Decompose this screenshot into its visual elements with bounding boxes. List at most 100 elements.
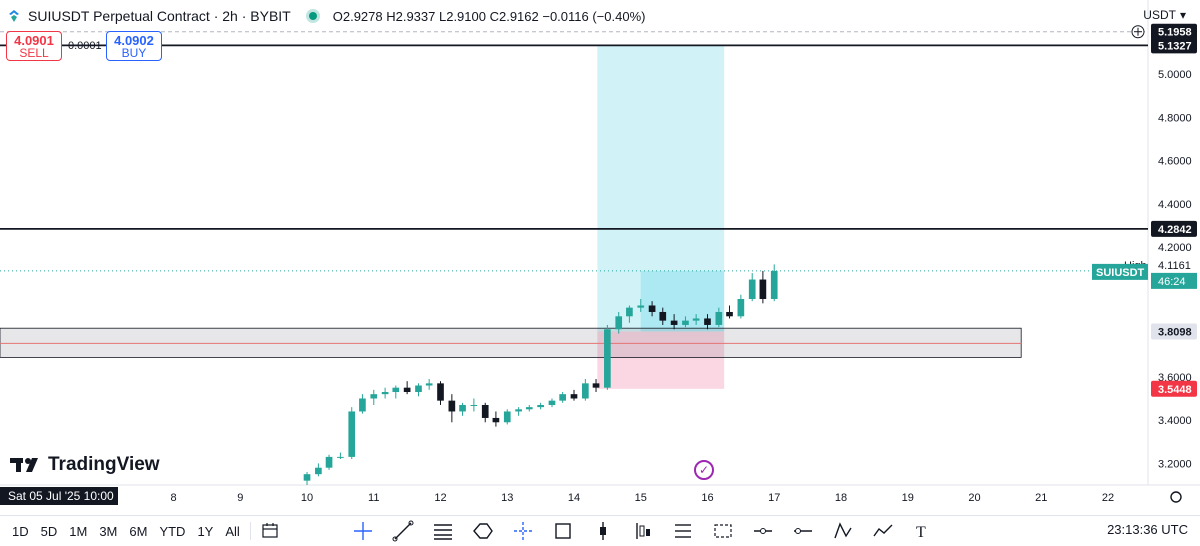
- trade-panel: 4.0901 SELL 0.0001 4.0902 BUY: [6, 31, 162, 61]
- candle-body: [448, 400, 456, 412]
- toolbar-divider: [249, 522, 251, 540]
- y-tick-label: 4.8000: [1158, 112, 1192, 124]
- shapes-icon[interactable]: [472, 520, 494, 542]
- x-tick-label: 18: [835, 492, 847, 504]
- candle-body: [759, 279, 767, 299]
- candle-body: [648, 305, 656, 312]
- candle-body: [704, 318, 711, 325]
- text-icon[interactable]: T: [912, 520, 934, 542]
- candle-body: [570, 394, 578, 399]
- candle-body: [748, 279, 756, 299]
- candle-body: [437, 383, 444, 401]
- candle-body: [525, 407, 533, 410]
- candle-body: [481, 404, 489, 418]
- candle-body: [659, 311, 667, 321]
- fib-icon[interactable]: [432, 520, 454, 542]
- candle-body: [370, 394, 378, 399]
- path-icon[interactable]: [872, 520, 894, 542]
- candle-body: [682, 320, 689, 325]
- price-label: 5.1958: [1158, 27, 1192, 39]
- utc-clock[interactable]: 23:13:36 UTC: [1107, 522, 1188, 537]
- bybit-logo-icon: [9, 10, 19, 22]
- countdown-box: [1151, 272, 1197, 289]
- price-chart[interactable]: 5.00004.80004.60004.40004.20003.60003.40…: [0, 0, 1200, 515]
- candle-body: [337, 456, 344, 458]
- tradingview-logo-icon: [10, 458, 38, 472]
- candle-body: [670, 320, 678, 325]
- candle-body: [359, 398, 366, 412]
- symbol-title[interactable]: SUIUSDT Perpetual Contract · 2h · BYBIT: [28, 8, 291, 24]
- crosshair-date-badge: Sat 05 Jul '25 10:00: [0, 487, 118, 505]
- x-tick-label: 17: [768, 492, 780, 504]
- settings-gear-icon: [1170, 491, 1182, 503]
- candle-body: [537, 404, 544, 408]
- ray-icon[interactable]: [792, 520, 814, 542]
- timeframe-6m[interactable]: 6M: [129, 523, 148, 539]
- channel-icon[interactable]: [712, 520, 734, 542]
- countdown-text: 46:24: [1158, 276, 1186, 288]
- price-label-box: [1151, 323, 1197, 340]
- candle-body: [692, 318, 700, 321]
- x-tick-label: 12: [434, 492, 446, 504]
- price-label-box: [1151, 380, 1197, 397]
- ohlc-values: O2.9278 H2.9337 L2.9100 C2.9162 −0.0116 …: [332, 8, 646, 24]
- price-label-box: [1151, 37, 1197, 54]
- x-tick-label: 20: [968, 492, 980, 504]
- sell-button[interactable]: 4.0901 SELL: [6, 31, 62, 61]
- candle-body: [726, 311, 733, 317]
- y-tick-label: 4.6000: [1158, 156, 1192, 168]
- long-position-target-zone: [597, 45, 725, 332]
- candle-body: [548, 400, 556, 405]
- candle-body: [348, 411, 356, 457]
- candle-body: [325, 456, 333, 468]
- timeframe-ytd[interactable]: YTD: [159, 523, 186, 539]
- candle-body: [737, 299, 745, 317]
- x-tick-label: 16: [701, 492, 713, 504]
- symbol-tag-text: SUIUSDT: [1096, 267, 1145, 279]
- svg-text:T: T: [916, 524, 926, 541]
- date-range-icon[interactable]: [261, 521, 279, 542]
- timeframe-1d[interactable]: 1D: [12, 523, 29, 539]
- drawing-tools: T: [352, 520, 934, 542]
- price-label: 3.5448: [1158, 384, 1192, 396]
- horizontal-line-icon[interactable]: [752, 520, 774, 542]
- range-icon[interactable]: [592, 520, 614, 542]
- projection-icon[interactable]: [672, 520, 694, 542]
- long-position-stop-zone: [597, 331, 725, 389]
- candle-body: [626, 307, 633, 317]
- lightning-icon[interactable]: ✓: [694, 460, 714, 480]
- trend-line-icon[interactable]: [392, 520, 414, 542]
- timeframe-3m[interactable]: 3M: [99, 523, 118, 539]
- x-tick-label: 21: [1035, 492, 1047, 504]
- candle-body: [381, 392, 389, 395]
- candle-body: [470, 404, 478, 406]
- long-position-icon[interactable]: [632, 520, 654, 542]
- y-tick-label: 4.4000: [1158, 199, 1192, 211]
- candle-body: [515, 409, 522, 412]
- candle-body: [637, 305, 645, 308]
- rectangle-icon[interactable]: [552, 520, 574, 542]
- y-tick-label: 5.0000: [1158, 69, 1192, 81]
- buy-price: 4.0902: [114, 33, 154, 48]
- buy-button[interactable]: 4.0902 BUY: [106, 31, 162, 61]
- branding-text: TradingView: [48, 454, 160, 475]
- crosshair-icon[interactable]: [512, 520, 534, 542]
- cursor-icon[interactable]: [352, 520, 374, 542]
- buy-label: BUY: [121, 46, 147, 60]
- timeframe-1y[interactable]: 1Y: [197, 523, 214, 539]
- candle-body: [415, 385, 422, 392]
- pattern-icon[interactable]: [832, 520, 854, 542]
- currency-selector[interactable]: USDT ▾: [1143, 8, 1186, 22]
- timeframe-5d[interactable]: 5D: [40, 523, 58, 539]
- timeframe-1m[interactable]: 1M: [69, 523, 88, 539]
- price-label: 4.1161: [1158, 260, 1191, 272]
- price-label-box: [1151, 257, 1197, 274]
- x-tick-label: 10: [301, 492, 313, 504]
- candle-body: [315, 467, 322, 475]
- y-tick-label: 4.2000: [1158, 242, 1192, 254]
- timeframe-all[interactable]: All: [225, 523, 240, 539]
- x-tick-label: 15: [635, 492, 647, 504]
- candle-body: [770, 270, 778, 299]
- x-tick-label: 14: [568, 492, 580, 504]
- currency-label: USDT: [1143, 8, 1176, 22]
